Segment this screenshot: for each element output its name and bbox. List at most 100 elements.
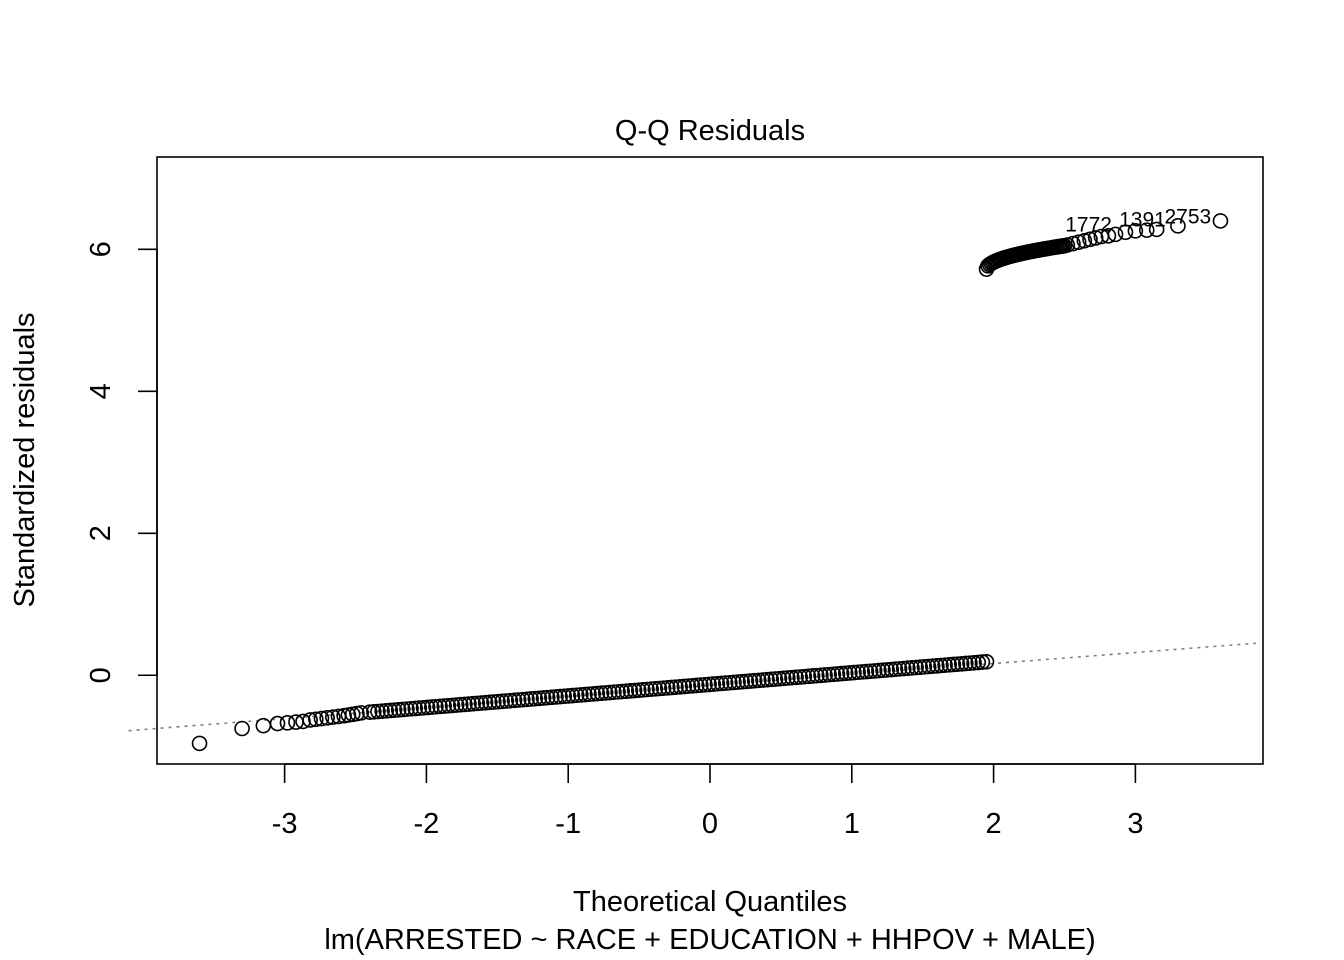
data-point — [759, 671, 775, 688]
data-point — [804, 668, 821, 684]
data-point — [255, 717, 272, 734]
data-point — [854, 664, 871, 680]
data-point — [871, 662, 887, 679]
data-point — [900, 660, 916, 677]
data-point — [370, 703, 386, 720]
data-point — [775, 670, 792, 687]
data-point — [916, 659, 933, 675]
x-axis: -3 -2 -1 0 1 2 3 — [272, 763, 1143, 840]
data-point — [573, 687, 589, 703]
data-point — [325, 709, 341, 725]
data-point — [697, 676, 713, 693]
data-point — [407, 700, 424, 717]
data-point — [527, 690, 544, 707]
data-point — [564, 687, 581, 704]
data-point — [560, 688, 577, 704]
data-point — [784, 669, 800, 686]
data-point — [742, 673, 759, 689]
data-point — [738, 673, 755, 690]
data-point — [904, 660, 920, 676]
data-point — [477, 694, 494, 711]
data-point — [755, 672, 771, 688]
data-point — [568, 687, 585, 704]
data-point — [535, 690, 552, 706]
data-point — [614, 683, 631, 700]
data-point — [461, 696, 477, 712]
data-point — [457, 696, 473, 713]
data-point — [937, 657, 953, 673]
data-point — [713, 675, 730, 692]
x-axis-label: Theoretical Quantiles — [573, 886, 847, 918]
data-point — [440, 697, 457, 714]
data-point — [813, 667, 829, 684]
data-point — [279, 715, 296, 731]
data-point — [651, 680, 668, 697]
data-point — [924, 658, 941, 674]
data-point — [448, 697, 465, 713]
data-point — [432, 698, 448, 715]
data-point — [701, 676, 717, 693]
data-point — [399, 701, 415, 717]
data-point — [684, 677, 701, 694]
data-point — [593, 685, 610, 702]
data-point — [792, 669, 809, 685]
plot-frame — [156, 156, 1264, 765]
data-point — [862, 663, 879, 680]
data-point — [866, 663, 883, 679]
y-axis: 0 2 4 6 — [85, 241, 158, 683]
data-point — [730, 674, 746, 690]
y-axis-label: Standardized residuals — [9, 312, 41, 607]
data-point — [544, 689, 560, 706]
data-point — [821, 666, 837, 683]
points-layer — [191, 213, 1229, 752]
x-tick-label: -2 — [414, 808, 440, 840]
data-point — [858, 663, 875, 680]
y-tick-label: 0 — [85, 667, 117, 683]
data-point — [498, 693, 515, 709]
data-point — [1127, 223, 1144, 239]
data-point — [842, 665, 858, 681]
data-point — [1076, 232, 1093, 249]
data-point — [1107, 226, 1124, 243]
data-point — [949, 656, 966, 672]
data-point — [722, 674, 738, 691]
data-point — [693, 677, 709, 693]
data-point — [895, 660, 912, 677]
data-point — [929, 658, 945, 674]
data-point — [473, 695, 490, 711]
data-point — [933, 657, 949, 674]
data-point — [643, 681, 659, 697]
data-point — [519, 691, 535, 708]
data-point — [382, 702, 399, 719]
data-point — [668, 679, 684, 695]
data-point — [469, 695, 486, 712]
data-point — [626, 682, 643, 699]
data-point — [941, 657, 958, 673]
data-point — [974, 654, 991, 670]
data-point — [577, 686, 593, 703]
data-point — [672, 678, 688, 695]
data-point — [585, 686, 602, 702]
data-point — [779, 670, 796, 686]
data-point — [386, 702, 403, 718]
data-point — [1082, 231, 1098, 248]
data-point — [302, 712, 318, 728]
data-point — [767, 671, 784, 687]
data-point — [374, 703, 390, 719]
data-point — [705, 676, 722, 692]
data-point — [1100, 228, 1117, 244]
data-point — [850, 664, 866, 681]
data-point — [846, 664, 862, 681]
data-point — [618, 683, 635, 700]
data-point — [295, 713, 311, 730]
data-point — [452, 696, 469, 713]
data-point — [436, 698, 453, 714]
data-point — [962, 655, 978, 671]
y-tick-label: 2 — [85, 525, 117, 541]
data-point — [751, 672, 767, 689]
data-point — [771, 670, 788, 687]
data-point — [883, 661, 900, 678]
data-point — [308, 711, 324, 728]
data-point — [746, 672, 763, 689]
